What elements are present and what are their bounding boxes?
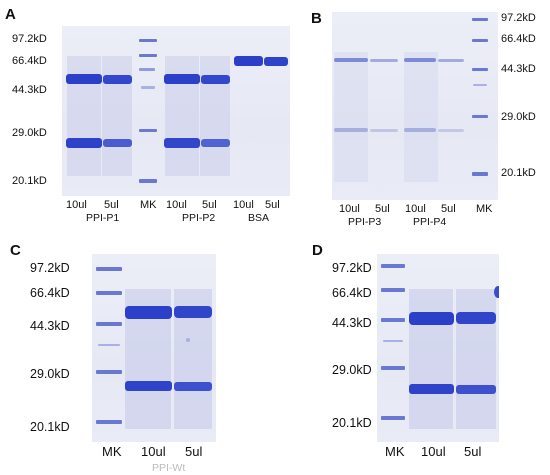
panel-d-marker-44kd: 44.3kD <box>332 316 372 330</box>
panel-d-marker-20kd: 20.1kD <box>332 416 372 430</box>
panel-d-letter: D <box>312 242 323 259</box>
panel-b-lane-4: 5ul <box>441 203 456 215</box>
panel-a-marker-66kd: 66.4kD <box>12 55 47 67</box>
panel-b-marker-97kd: 97.2kD <box>501 12 536 24</box>
panel-a-group-ppi-p1: PPI-P1 <box>86 212 120 224</box>
panel-b-gel-bands <box>334 18 488 182</box>
panel-d-marker-66kd: 66.4kD <box>332 286 372 300</box>
panel-c-marker-66kd: 66.4kD <box>30 286 70 300</box>
panel-c-group-label: PPI-Wt <box>152 462 186 474</box>
panel-b-group-ppi-p4: PPI-P4 <box>413 216 447 228</box>
panel-b-letter: B <box>311 10 322 27</box>
panel-b-lane-3: 10ul <box>405 203 426 215</box>
panel-b-group-ppi-p3: PPI-P3 <box>348 216 382 228</box>
panel-a-lane-5: 5ul <box>202 199 217 211</box>
panel-c-marker-29kd: 29.0kD <box>30 367 70 381</box>
panel-a-gel-image <box>62 26 290 196</box>
panel-c-marker-44kd: 44.3kD <box>30 319 70 333</box>
panel-a-lane-7: 5ul <box>265 199 280 211</box>
panel-c-letter: C <box>10 242 21 259</box>
panel-a-gel-bands <box>66 39 288 183</box>
panel-c-marker-97kd: 97.2kD <box>30 261 70 275</box>
panel-a-lane-marker: MK <box>140 199 157 211</box>
panel-c-gel-image <box>92 254 216 442</box>
panel-c-lane-1: 10ul <box>141 444 166 459</box>
panel-b-lane-marker: MK <box>476 203 493 215</box>
panel-d-gel-image <box>377 254 499 442</box>
panel-b-gel-image <box>332 12 498 200</box>
panel-d-lane-1: 10ul <box>421 444 446 459</box>
panel-b-lane-2: 5ul <box>375 203 390 215</box>
panel-a-group-ppi-p2: PPI-P2 <box>182 212 216 224</box>
panel-a-letter: A <box>5 6 16 23</box>
panel-a-lane-4: 10ul <box>166 199 187 211</box>
panel-c-marker-20kd: 20.1kD <box>30 420 70 434</box>
panel-c-gel-bands <box>96 267 212 429</box>
panel-d-lane-marker: MK <box>385 444 405 459</box>
panel-d-gel-bands <box>381 264 499 429</box>
panel-b-marker-44kd: 44.3kD <box>501 63 536 75</box>
panel-a-lane-1: 10ul <box>66 199 87 211</box>
panel-a-lane-2: 5ul <box>104 199 119 211</box>
panel-a-group-bsa: BSA <box>248 212 270 224</box>
panel-a-lane-6: 10ul <box>233 199 254 211</box>
panel-d-lane-2: 5ul <box>464 444 482 459</box>
panel-c-lane-marker: MK <box>102 444 122 459</box>
panel-b-marker-20kd: 20.1kD <box>501 167 536 179</box>
panel-c-lane-2: 5ul <box>185 444 203 459</box>
panel-a-marker-44kd: 44.3kD <box>12 84 47 96</box>
panel-d-marker-29kd: 29.0kD <box>332 363 372 377</box>
panel-a-marker-29kd: 29.0kD <box>12 127 47 139</box>
panel-a-marker-97kd: 97.2kD <box>12 33 47 45</box>
panel-b-lane-1: 10ul <box>339 203 360 215</box>
panel-b-marker-66kd: 66.4kD <box>501 33 536 45</box>
panel-a-marker-20kd: 20.1kD <box>12 175 47 187</box>
panel-d-marker-97kd: 97.2kD <box>332 261 372 275</box>
panel-b-marker-29kd: 29.0kD <box>501 111 536 123</box>
